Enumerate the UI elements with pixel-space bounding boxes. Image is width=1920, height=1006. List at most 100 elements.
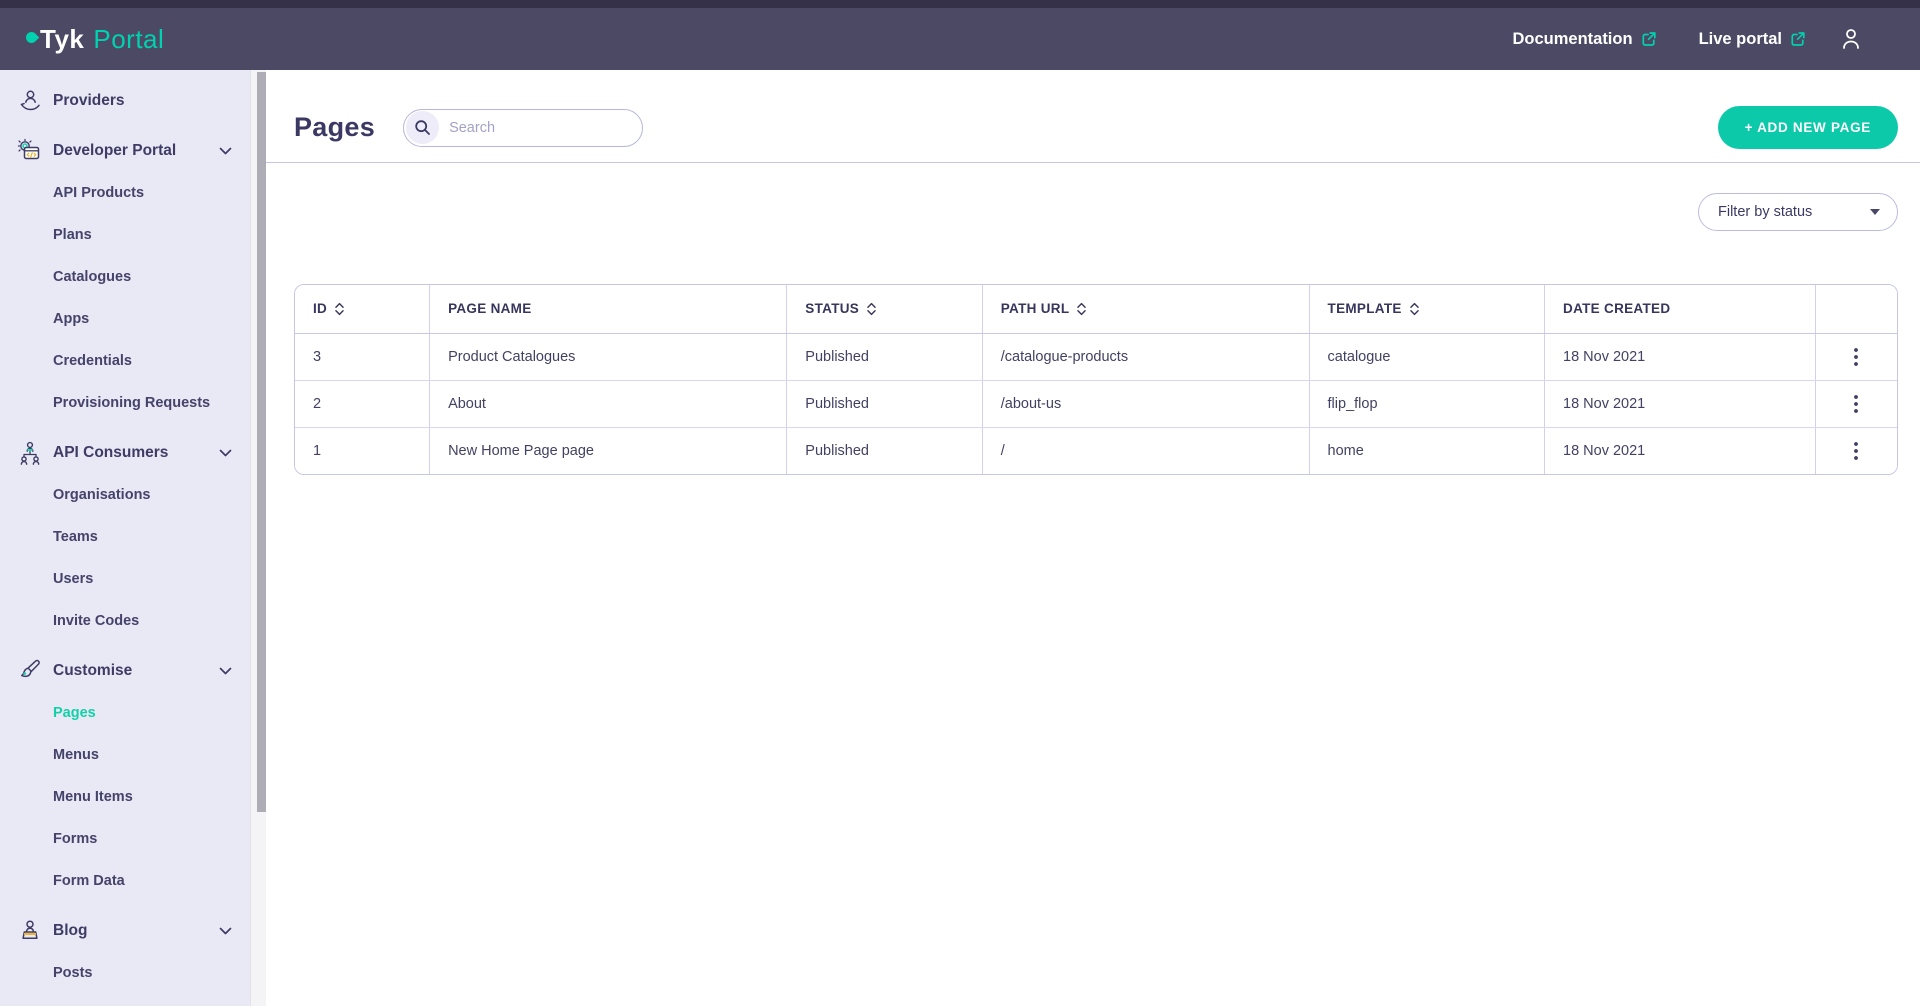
- sidebar-item-menu-items[interactable]: Menu Items: [53, 789, 133, 805]
- tyk-portal-logo[interactable]: Tyk Portal: [23, 23, 165, 55]
- documentation-link[interactable]: Documentation: [1512, 30, 1656, 49]
- column-label: STATUS: [805, 301, 860, 317]
- sidebar-item-invite-codes[interactable]: Invite Codes: [53, 613, 140, 629]
- developer-portal-icon: [16, 138, 44, 164]
- cell-template: catalogue: [1309, 333, 1546, 381]
- main-content: Pages + ADD NEW PAGE Filter by status: [266, 70, 1920, 1006]
- sidebar-item-label: Blog: [53, 922, 88, 939]
- column-header-template[interactable]: TEMPLATE: [1309, 285, 1546, 334]
- sidebar-item-menus[interactable]: Menus: [53, 747, 99, 763]
- logo-text-portal: Portal: [93, 23, 165, 54]
- sidebar-item-forms[interactable]: Forms: [53, 831, 98, 847]
- sidebar-item-plans[interactable]: Plans: [53, 227, 92, 243]
- row-actions-kebab-icon[interactable]: [1846, 438, 1866, 464]
- cell-status: Published: [786, 333, 983, 381]
- add-new-page-button[interactable]: + ADD NEW PAGE: [1717, 106, 1898, 149]
- sidebar-item-organisations[interactable]: Organisations: [53, 487, 151, 503]
- sidebar-item-providers[interactable]: Providers: [0, 80, 250, 122]
- user-account-icon[interactable]: [1840, 27, 1862, 51]
- cell-status: Published: [786, 380, 983, 428]
- cell-status: Published: [786, 427, 983, 474]
- caret-down-icon: [1870, 209, 1880, 215]
- sidebar-item-apps[interactable]: Apps: [53, 311, 90, 327]
- sidebar-item-credentials[interactable]: Credentials: [53, 353, 132, 369]
- cell-template: flip_flop: [1309, 380, 1546, 428]
- column-label: TEMPLATE: [1327, 301, 1402, 317]
- top-navbar: Tyk Portal Documentation Live portal: [0, 8, 1920, 70]
- external-link-icon: [1641, 31, 1657, 47]
- sidebar-item-provisioning-requests[interactable]: Provisioning Requests: [53, 395, 211, 411]
- column-label: ID: [313, 301, 328, 317]
- cell-id: 1: [295, 427, 431, 474]
- page-header: Pages + ADD NEW PAGE: [266, 70, 1920, 149]
- sort-icon: [335, 302, 344, 315]
- sidebar-item-form-data[interactable]: Form Data: [53, 873, 125, 889]
- search-icon: [406, 111, 440, 144]
- sidebar: Providers Developer Portal API Products …: [0, 70, 250, 1006]
- chevron-down-icon: [219, 927, 232, 935]
- live-portal-link-label: Live portal: [1698, 29, 1782, 48]
- sidebar-item-blog[interactable]: Blog: [0, 910, 250, 952]
- sort-icon: [867, 302, 876, 315]
- column-label: DATE CREATED: [1563, 301, 1671, 317]
- sidebar-item-posts[interactable]: Posts: [53, 965, 93, 981]
- sidebar-item-customise[interactable]: Customise: [0, 650, 250, 692]
- paintbrush-icon: [16, 658, 44, 684]
- column-header-status[interactable]: STATUS: [786, 285, 983, 334]
- filter-by-status-label: Filter by status: [1718, 204, 1813, 220]
- column-label: PATH URL: [1000, 301, 1070, 317]
- sidebar-item-pages[interactable]: Pages: [53, 705, 96, 721]
- api-consumers-icon: [16, 440, 44, 466]
- column-header-path-url[interactable]: PATH URL: [982, 285, 1310, 334]
- blog-icon: [16, 918, 44, 944]
- search-box[interactable]: [403, 108, 644, 147]
- cell-path-url: /catalogue-products: [982, 333, 1310, 381]
- cell-page-name: New Home Page page: [429, 427, 788, 474]
- cell-page-name: Product Catalogues: [429, 333, 788, 381]
- row-actions-kebab-icon[interactable]: [1846, 391, 1866, 417]
- live-portal-link[interactable]: Live portal: [1699, 30, 1806, 49]
- column-header-date-created[interactable]: DATE CREATED: [1544, 285, 1816, 334]
- column-header-id[interactable]: ID: [295, 285, 431, 334]
- table-row: 1 New Home Page page Published / home 18…: [295, 427, 1897, 474]
- window-top-strip: [0, 0, 1920, 8]
- cell-page-name: About: [429, 380, 788, 428]
- logo-text-tyk: Tyk: [40, 23, 85, 54]
- cell-id: 2: [295, 380, 431, 428]
- column-header-page-name[interactable]: PAGE NAME: [429, 285, 788, 334]
- filter-row: Filter by status: [266, 163, 1920, 231]
- table-row: 2 About Published /about-us flip_flop 18…: [295, 380, 1897, 428]
- column-label: PAGE NAME: [448, 301, 532, 317]
- chevron-down-icon: [219, 449, 232, 457]
- sidebar-item-teams[interactable]: Teams: [53, 529, 98, 545]
- cell-path-url: /about-us: [982, 380, 1310, 428]
- filter-by-status-dropdown[interactable]: Filter by status: [1698, 193, 1898, 231]
- chevron-down-icon: [219, 147, 232, 155]
- navbar-links: Documentation Live portal: [1512, 27, 1862, 51]
- cell-date-created: 18 Nov 2021: [1544, 427, 1816, 474]
- sidebar-item-api-consumers[interactable]: API Consumers: [0, 432, 250, 474]
- sidebar-item-catalogues[interactable]: Catalogues: [53, 269, 132, 285]
- sidebar-item-label: Providers: [53, 92, 125, 109]
- cell-id: 3: [295, 333, 431, 381]
- external-link-icon: [1790, 31, 1806, 47]
- sidebar-item-api-products[interactable]: API Products: [53, 185, 145, 201]
- page-title: Pages: [294, 112, 376, 142]
- table-row: 3 Product Catalogues Published /catalogu…: [295, 333, 1897, 381]
- cell-template: home: [1309, 427, 1546, 474]
- sidebar-item-label: Developer Portal: [53, 142, 177, 159]
- sidebar-scrollbar-thumb[interactable]: [257, 72, 266, 812]
- documentation-link-label: Documentation: [1512, 29, 1633, 48]
- sidebar-item-label: Customise: [53, 662, 133, 679]
- tyk-leaf-icon: [23, 29, 40, 45]
- cell-path-url: /: [982, 427, 1310, 474]
- search-input[interactable]: [439, 119, 620, 136]
- row-actions-kebab-icon[interactable]: [1846, 344, 1866, 370]
- sidebar-scrollbar[interactable]: [250, 70, 266, 1006]
- sidebar-item-users[interactable]: Users: [53, 571, 94, 587]
- sidebar-item-developer-portal[interactable]: Developer Portal: [0, 130, 250, 172]
- chevron-down-icon: [219, 667, 232, 675]
- column-header-actions: [1815, 285, 1897, 334]
- header-divider: [266, 162, 1920, 163]
- sidebar-item-label: API Consumers: [53, 444, 169, 461]
